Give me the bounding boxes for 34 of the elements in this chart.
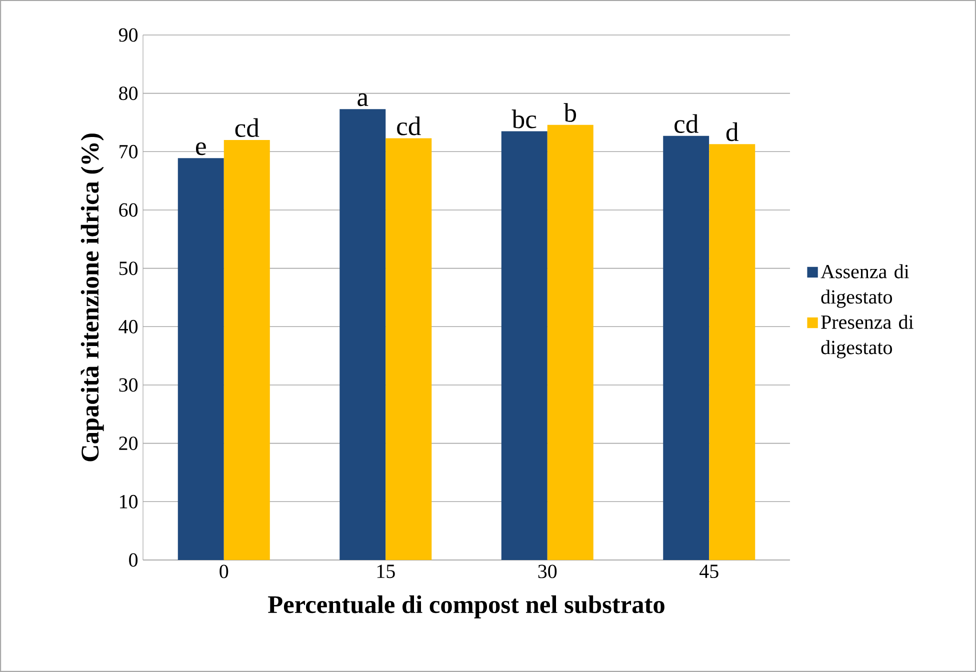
- y-tick-label: 10: [120, 494, 138, 508]
- bar: [501, 131, 548, 560]
- bar: [709, 144, 756, 560]
- y-tick-label: 60: [119, 203, 138, 217]
- y-tick-label: 70: [120, 144, 138, 158]
- x-tick-label: 45: [700, 564, 718, 578]
- x-tick-label: 15: [377, 564, 395, 578]
- x-tick-label: 0: [220, 564, 228, 578]
- bar: [663, 136, 710, 560]
- y-tick-label: 0: [129, 553, 138, 567]
- y-tick-label: 40: [118, 320, 138, 334]
- bar: [547, 124, 594, 560]
- y-tick-label: 80: [119, 86, 138, 100]
- bar: [340, 109, 386, 560]
- annotation: d: [726, 122, 738, 142]
- x-axis-title: Percentuale di compost nel substrato: [268, 595, 664, 618]
- legend-label: Assenza di digestato: [820, 264, 909, 308]
- annotation: b: [564, 103, 576, 122]
- legend-label: Presenza di digestato: [821, 314, 914, 358]
- y-tick-label: 20: [119, 436, 138, 450]
- bar: [386, 138, 432, 560]
- bar: [224, 140, 270, 560]
- annotation: cd: [674, 114, 698, 133]
- annotation: a: [358, 93, 368, 106]
- y-tick-label: 90: [118, 28, 138, 42]
- annotation: e: [196, 142, 206, 156]
- y-axis-title: Capacità ritenzione idrica (%): [80, 134, 104, 462]
- annotation: bc: [512, 110, 536, 128]
- y-tick-label: 30: [119, 378, 138, 392]
- annotation: cd: [235, 118, 260, 138]
- annotation: cd: [397, 116, 421, 136]
- bar: [178, 158, 224, 560]
- y-tick-label: 50: [119, 262, 138, 276]
- x-tick-label: 30: [538, 564, 557, 578]
